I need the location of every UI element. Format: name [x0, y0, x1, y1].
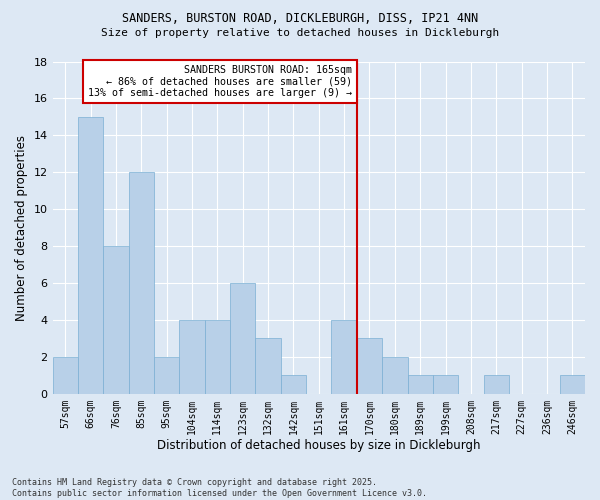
Bar	[154, 357, 179, 394]
Bar	[53, 357, 78, 394]
Bar	[484, 376, 509, 394]
Text: SANDERS BURSTON ROAD: 165sqm
← 86% of detached houses are smaller (59)
13% of se: SANDERS BURSTON ROAD: 165sqm ← 86% of de…	[88, 65, 352, 98]
Y-axis label: Number of detached properties: Number of detached properties	[15, 134, 28, 320]
Bar	[560, 376, 585, 394]
Bar	[103, 246, 128, 394]
Bar	[281, 376, 306, 394]
Text: Size of property relative to detached houses in Dickleburgh: Size of property relative to detached ho…	[101, 28, 499, 38]
Bar	[331, 320, 357, 394]
Bar	[78, 117, 103, 394]
Bar	[179, 320, 205, 394]
Bar	[256, 338, 281, 394]
Bar	[357, 338, 382, 394]
Bar	[205, 320, 230, 394]
Bar	[230, 283, 256, 394]
X-axis label: Distribution of detached houses by size in Dickleburgh: Distribution of detached houses by size …	[157, 440, 481, 452]
Text: Contains HM Land Registry data © Crown copyright and database right 2025.
Contai: Contains HM Land Registry data © Crown c…	[12, 478, 427, 498]
Text: SANDERS, BURSTON ROAD, DICKLEBURGH, DISS, IP21 4NN: SANDERS, BURSTON ROAD, DICKLEBURGH, DISS…	[122, 12, 478, 26]
Bar	[128, 172, 154, 394]
Bar	[433, 376, 458, 394]
Bar	[407, 376, 433, 394]
Bar	[382, 357, 407, 394]
